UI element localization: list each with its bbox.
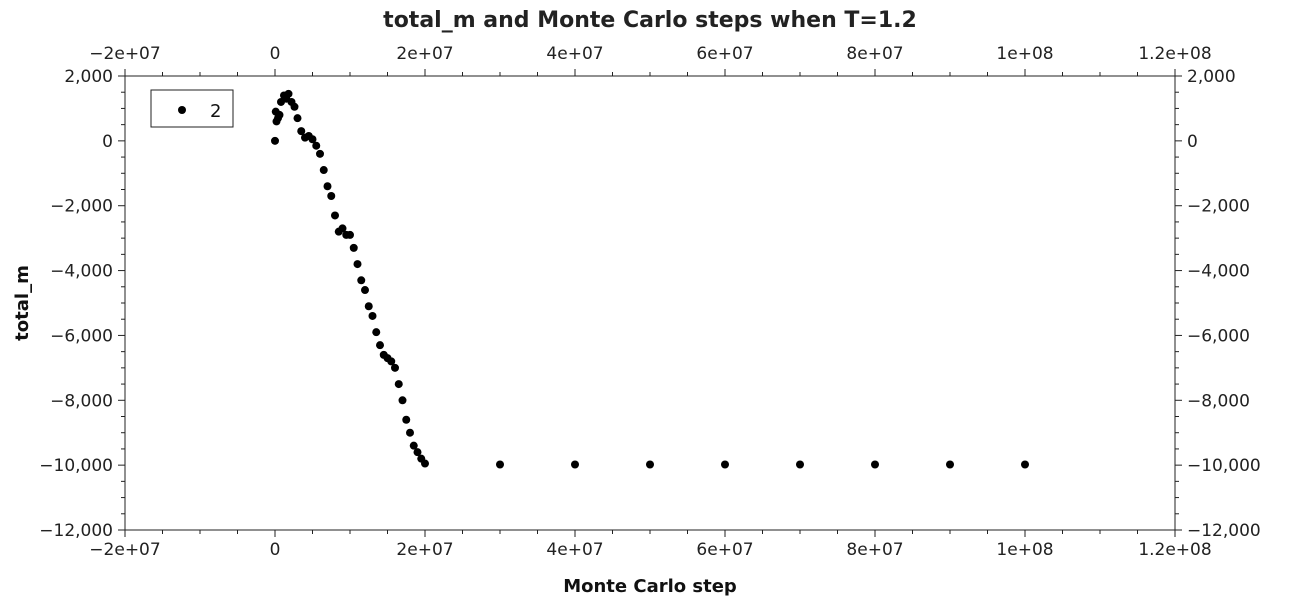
x-tick-label-top: 4e+07	[546, 44, 603, 64]
data-point	[1021, 460, 1029, 469]
data-point	[646, 460, 654, 469]
chart-title: total_m and Monte Carlo steps when T=1.2	[383, 8, 917, 33]
y-axis-title: total_m	[12, 265, 33, 341]
x-tick-label-top: 1.2e+08	[1138, 44, 1211, 64]
data-point	[284, 89, 293, 98]
data-point	[398, 396, 407, 405]
data-point	[357, 276, 366, 285]
data-point	[496, 460, 504, 469]
x-axis-title: Monte Carlo step	[563, 576, 737, 597]
data-point	[319, 166, 328, 175]
x-tick-label-top: 1e+08	[996, 44, 1053, 64]
y-tick-label-right: −12,000	[1187, 521, 1261, 541]
data-point	[406, 428, 414, 437]
x-tick-label-top: 0	[270, 44, 281, 64]
x-tick-label-bottom: −2e+07	[89, 540, 160, 560]
x-tick-label-top: −2e+07	[89, 44, 160, 64]
y-tick-label-left: 0	[102, 132, 113, 152]
y-tick-label-right: −8,000	[1187, 391, 1250, 411]
axis-ticks: −2e+07 −2e+07 0 0 2e+07 2e+07 4e+07 4e+07 6e+07 6…	[39, 44, 1260, 560]
data-point	[376, 341, 384, 350]
data-point	[346, 230, 354, 239]
data-point	[721, 460, 729, 469]
x-tick-label-bottom: 0	[270, 540, 281, 560]
x-tick-label-bottom: 4e+07	[546, 540, 603, 560]
data-point	[364, 302, 373, 311]
data-point	[946, 460, 954, 469]
y-tick-label-left: −4,000	[50, 262, 113, 282]
data-point	[402, 415, 411, 424]
data-point	[571, 460, 579, 469]
data-point	[327, 191, 336, 200]
x-tick-label-top: 8e+07	[846, 44, 903, 64]
data-point	[387, 357, 396, 366]
data-point	[312, 141, 321, 150]
data-point	[413, 448, 422, 457]
x-tick-label-top: 6e+07	[696, 44, 753, 64]
data-point	[394, 380, 403, 389]
data-point	[297, 127, 306, 136]
x-tick-label-bottom: 2e+07	[396, 540, 453, 560]
x-tick-label-bottom: 6e+07	[696, 540, 753, 560]
data-point	[293, 114, 302, 123]
data-point	[368, 311, 377, 320]
x-tick-label-bottom: 8e+07	[846, 540, 903, 560]
data-point	[316, 149, 324, 158]
y-tick-label-left: −12,000	[39, 521, 113, 541]
data-point	[353, 260, 362, 269]
y-tick-label-left: −6,000	[50, 326, 113, 346]
y-tick-label-left: 2,000	[64, 67, 113, 87]
data-point	[338, 224, 347, 233]
y-tick-label-right: −6,000	[1187, 326, 1250, 346]
x-tick-label-top: 2e+07	[396, 44, 453, 64]
data-point	[349, 243, 358, 252]
data-point	[275, 110, 284, 119]
data-point	[290, 102, 299, 111]
y-tick-label-left: −10,000	[39, 456, 113, 476]
y-tick-label-right: 0	[1187, 132, 1198, 152]
x-tick-label-bottom: 1e+08	[996, 540, 1053, 560]
data-point	[421, 459, 429, 468]
y-tick-label-left: −8,000	[50, 391, 113, 411]
y-tick-label-right: 2,000	[1187, 67, 1236, 87]
y-tick-label-left: −2,000	[50, 197, 113, 217]
data-point	[871, 460, 879, 469]
data-point	[796, 460, 804, 469]
legend-box	[150, 89, 234, 128]
data-points	[271, 89, 1029, 469]
data-point	[271, 136, 279, 145]
legend-marker	[178, 106, 186, 114]
data-point	[372, 328, 381, 337]
y-tick-label-right: −10,000	[1187, 456, 1261, 476]
data-point	[331, 211, 339, 220]
data-point	[323, 182, 332, 191]
y-tick-label-right: −2,000	[1187, 197, 1250, 217]
data-point	[361, 286, 369, 295]
legend-label: 2	[210, 101, 221, 122]
data-point	[409, 441, 418, 450]
data-point	[391, 363, 399, 372]
data-point	[308, 135, 317, 144]
legend: 2	[150, 89, 234, 128]
x-tick-label-bottom: 1.2e+08	[1138, 540, 1211, 560]
y-tick-label-right: −4,000	[1187, 262, 1250, 282]
